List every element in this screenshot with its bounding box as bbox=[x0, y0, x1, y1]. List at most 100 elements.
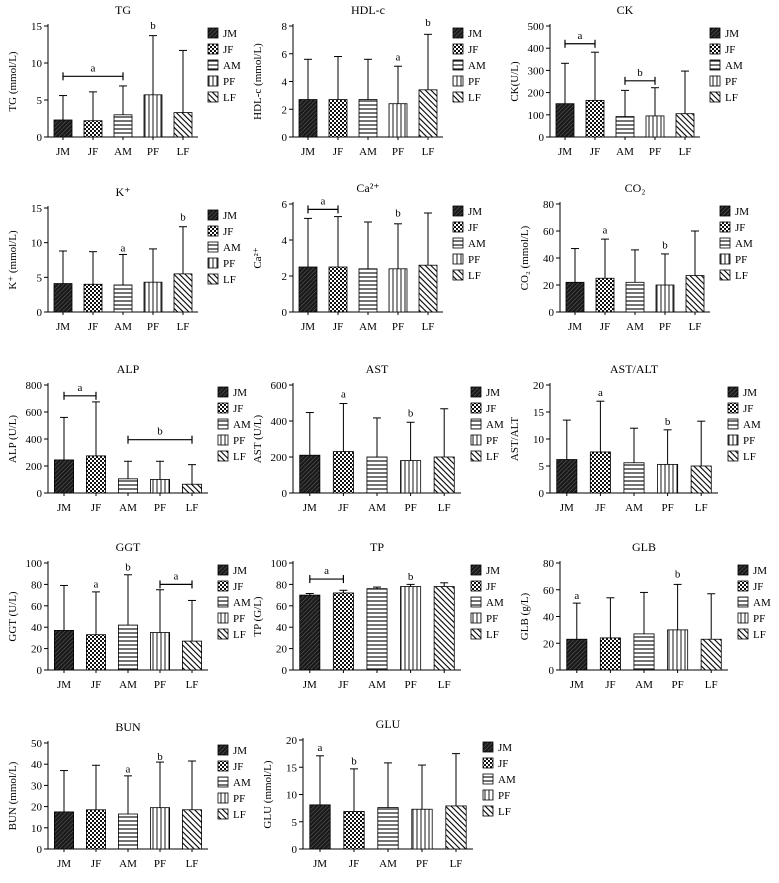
chart-title: GLU bbox=[376, 717, 401, 731]
bar-am bbox=[118, 813, 139, 850]
legend-swatch-jm bbox=[207, 27, 219, 39]
x-tick-label: JM bbox=[558, 146, 572, 158]
significance-label: b bbox=[675, 569, 681, 581]
legend-label: JM bbox=[468, 28, 482, 40]
legend-swatch-jf bbox=[719, 221, 731, 233]
significance-label: b bbox=[408, 571, 414, 583]
bar-pf bbox=[388, 268, 408, 313]
x-tick-label: PF bbox=[147, 146, 159, 158]
legend-swatch-lf bbox=[719, 269, 731, 281]
x-tick-label: AM bbox=[119, 858, 137, 870]
legend-swatch-am bbox=[727, 418, 739, 430]
bar-jm bbox=[298, 266, 318, 313]
bar-am bbox=[377, 807, 399, 850]
significance-label: a bbox=[318, 742, 323, 754]
y-axis-label: ALP (U/L) bbox=[7, 415, 19, 464]
y-tick-label: 20 bbox=[286, 735, 298, 747]
x-tick-label: JM bbox=[56, 321, 70, 333]
x-tick-label: PF bbox=[404, 502, 416, 514]
legend-label: LF bbox=[223, 274, 236, 286]
y-tick-label: 2 bbox=[282, 104, 288, 116]
y-axis-label: CO₂ (mmol/L) bbox=[519, 225, 531, 290]
legend-swatch-am bbox=[452, 237, 464, 249]
legend-swatch-lf bbox=[207, 273, 219, 285]
legend-label: AM bbox=[233, 777, 251, 789]
legend-swatch-pf bbox=[709, 75, 721, 87]
chart-title: K⁺ bbox=[116, 185, 131, 199]
significance-label: b bbox=[395, 208, 401, 220]
legend-swatch-am bbox=[737, 596, 749, 608]
x-tick-label: AM bbox=[616, 146, 634, 158]
legend-swatch-jf bbox=[452, 221, 464, 233]
legend-label: PF bbox=[725, 76, 737, 88]
bar-am bbox=[113, 114, 133, 138]
x-tick-label: PF bbox=[404, 679, 416, 691]
bar-pf bbox=[388, 103, 408, 138]
bar-lf bbox=[173, 273, 193, 313]
y-tick-label: 80 bbox=[276, 579, 288, 591]
legend-swatch-am bbox=[470, 596, 482, 608]
legend-swatch-jf bbox=[482, 757, 494, 769]
y-axis-label: GLB (g/L) bbox=[519, 592, 531, 640]
legend-label: AM bbox=[743, 419, 761, 431]
significance-label: b bbox=[662, 240, 668, 252]
y-tick-label: 200 bbox=[271, 452, 288, 464]
legend-swatch-am bbox=[482, 773, 494, 785]
x-tick-label: PF bbox=[154, 858, 166, 870]
x-tick-label: JM bbox=[570, 679, 584, 691]
legend-swatch-jm bbox=[452, 205, 464, 217]
bar-am bbox=[358, 99, 378, 138]
legend-label: PF bbox=[233, 435, 245, 447]
y-tick-label: 0 bbox=[539, 488, 545, 500]
significance-label: a bbox=[126, 764, 131, 776]
y-tick-label: 100 bbox=[528, 110, 545, 122]
legend-label: LF bbox=[468, 92, 481, 104]
x-tick-label: JM bbox=[301, 146, 315, 158]
y-tick-label: 60 bbox=[543, 226, 555, 238]
bar-jm bbox=[566, 638, 588, 671]
legend-label: LF bbox=[468, 270, 481, 282]
y-tick-label: 0 bbox=[282, 307, 288, 319]
legend-swatch-jm bbox=[709, 27, 721, 39]
y-tick-label: 0 bbox=[539, 132, 545, 144]
y-tick-label: 600 bbox=[26, 407, 43, 419]
y-axis-label: GGT (U/L) bbox=[7, 591, 19, 642]
legend-label: AM bbox=[233, 419, 251, 431]
y-tick-label: 6 bbox=[282, 49, 288, 61]
y-tick-label: 0 bbox=[37, 844, 43, 856]
x-tick-label: JM bbox=[303, 502, 317, 514]
y-tick-label: 20 bbox=[31, 802, 43, 814]
legend-label: JF bbox=[233, 403, 243, 415]
x-tick-label: AM bbox=[119, 679, 137, 691]
y-tick-label: 60 bbox=[543, 585, 555, 597]
y-tick-label: 40 bbox=[276, 622, 288, 634]
x-tick-label: LF bbox=[422, 146, 435, 158]
legend-label: PF bbox=[468, 76, 480, 88]
bar-pf bbox=[645, 115, 665, 138]
bar-lf bbox=[418, 89, 438, 138]
legend-label: LF bbox=[223, 92, 236, 104]
x-tick-label: AM bbox=[379, 858, 397, 870]
legend-label: JM bbox=[223, 28, 237, 40]
x-tick-label: LF bbox=[438, 679, 451, 691]
legend-label: LF bbox=[498, 806, 511, 818]
legend-swatch-pf bbox=[452, 253, 464, 265]
x-tick-label: LF bbox=[186, 679, 199, 691]
x-tick-label: JF bbox=[349, 858, 359, 870]
x-tick-label: PF bbox=[147, 321, 159, 333]
bar-jm bbox=[54, 630, 75, 671]
y-tick-label: 40 bbox=[31, 622, 43, 634]
y-tick-label: 100 bbox=[271, 558, 288, 570]
x-tick-label: JF bbox=[605, 679, 615, 691]
chart-panel-9: AST/ALT AST/ALT 0 5 10 15 20 JM JF AM PF LF a b JM JF AM… bbox=[509, 362, 761, 514]
significance-label: b bbox=[125, 561, 131, 573]
legend-label: JF bbox=[223, 44, 233, 56]
legend-label: JF bbox=[498, 758, 508, 770]
legend-label: JF bbox=[743, 403, 753, 415]
legend-label: JF bbox=[468, 222, 478, 234]
significance-label: b bbox=[157, 426, 163, 438]
y-tick-label: 30 bbox=[31, 780, 43, 792]
legend-swatch-lf bbox=[727, 450, 739, 462]
y-tick-label: 60 bbox=[31, 601, 43, 613]
legend-swatch-lf bbox=[452, 91, 464, 103]
